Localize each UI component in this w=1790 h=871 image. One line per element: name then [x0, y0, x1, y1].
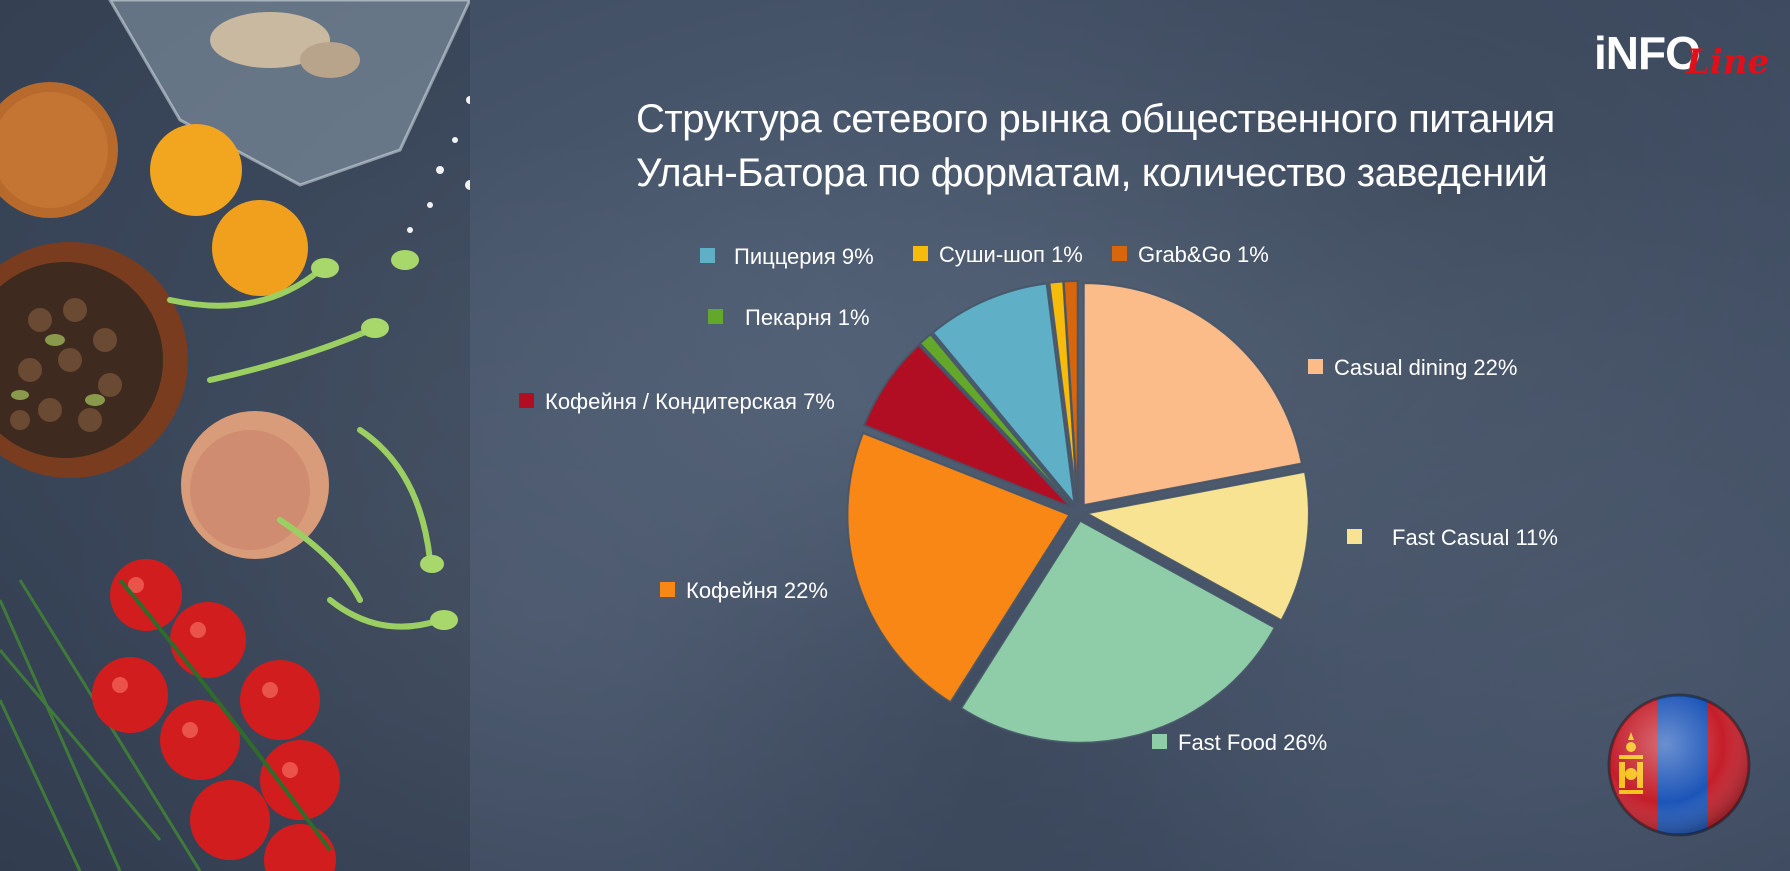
legend-swatch-2 [1152, 734, 1167, 749]
legend-label-3: Кофейня 22% [686, 578, 828, 603]
food-decoration [0, 0, 470, 871]
legend-label-7: Суши-шоп 1% [939, 242, 1083, 267]
legend-swatch-4 [519, 393, 534, 408]
legend-label-6: Пиццерия 9% [734, 244, 874, 269]
pie-slice-2 [959, 519, 1277, 744]
pie-slice-8 [1062, 280, 1079, 504]
legend-label-8: Grab&Go 1% [1138, 242, 1269, 267]
legend-swatch-3 [660, 582, 675, 597]
pie-slice-4 [862, 343, 1072, 508]
legend-label-1: Fast Casual 11% [1392, 525, 1558, 550]
legend-label-2: Fast Food 26% [1178, 730, 1327, 755]
legend-label-4: Кофейня / Кондитерская 7% [545, 389, 835, 414]
legend-swatch-1 [1347, 529, 1362, 544]
pie-slice-3 [846, 431, 1071, 704]
pie-slice-1 [1083, 470, 1310, 622]
pie-slice-0 [1082, 282, 1303, 507]
legend-label-5: Пекарня 1% [745, 305, 870, 330]
pie-slice-6 [931, 282, 1076, 508]
legend-swatch-7 [913, 246, 928, 261]
chart-legend: Casual dining 22% Fast Casual 11% Fast Foo… [519, 242, 1558, 755]
logo-text-line: Line [1686, 42, 1770, 82]
legend-swatch-6 [700, 248, 715, 263]
legend-label-0: Casual dining 22% [1334, 355, 1517, 380]
chart-title: Структура сетевого рынка общественного п… [636, 92, 1555, 200]
mongolia-flag-icon [1607, 693, 1751, 837]
legend-swatch-0 [1308, 359, 1323, 374]
title-line-1: Структура сетевого рынка общественного п… [636, 97, 1555, 141]
legend-swatch-8 [1112, 246, 1127, 261]
pie-slices [846, 280, 1310, 744]
title-line-2: Улан-Батора по форматам, количество заве… [636, 151, 1548, 195]
logo-text-info: iNFO [1594, 27, 1701, 79]
legend-swatch-5 [708, 309, 723, 324]
pie-slice-5 [918, 332, 1073, 506]
infoline-logo: iNFO Line [1594, 26, 1769, 82]
